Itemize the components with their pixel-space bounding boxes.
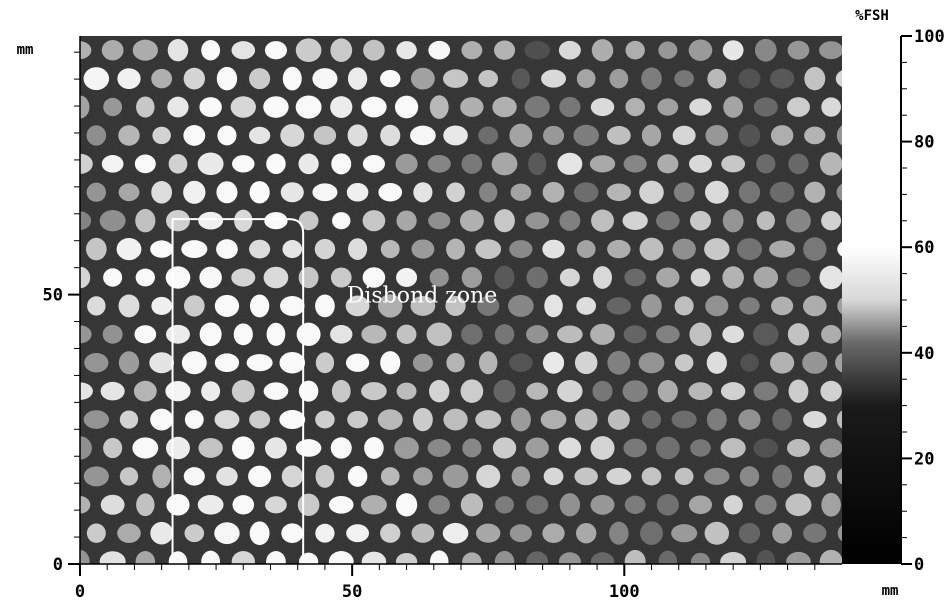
honeycomb-cell: [411, 579, 435, 601]
disbond-label: Disbond zone: [347, 284, 498, 309]
colorbar-label: %FSH: [855, 8, 889, 24]
honeycomb-cell: [215, 578, 239, 601]
honeycomb-cell: [512, 580, 531, 599]
honeycomb-cell: [707, 579, 727, 601]
scan-noise: [80, 36, 842, 564]
x-axis-unit: mm: [882, 583, 899, 599]
honeycomb-cell: [248, 580, 271, 601]
honeycomb-cell: [150, 579, 173, 600]
x-ticks: 0 50 100: [75, 564, 816, 601]
honeycomb-cell: [83, 580, 109, 600]
honeycomb-cell: [803, 581, 827, 600]
scan-image: Disbond zone: [80, 36, 858, 601]
y-ticks: 0 50: [43, 51, 80, 575]
y-axis-unit: mm: [17, 42, 34, 58]
colorbar-tick-label: 100: [914, 27, 945, 47]
honeycomb-cell: [574, 581, 598, 600]
honeycomb-cell: [675, 578, 694, 601]
honeycomb-cell: [543, 579, 564, 600]
honeycomb-cell: [280, 579, 304, 600]
honeycomb-cell: [313, 579, 337, 601]
honeycomb-cell: [118, 581, 140, 599]
honeycomb-cell: [477, 579, 499, 601]
honeycomb-cell: [639, 578, 663, 601]
disbond-outline: [171, 218, 305, 564]
colorbar-tick-label: 40: [914, 344, 934, 364]
colorbar-tick-label: 0: [914, 555, 924, 575]
x-tick-label: 0: [75, 582, 85, 601]
honeycomb-cell: [838, 581, 858, 599]
colorbar-ticks: 0 20 40 60 80 100: [901, 27, 945, 575]
honeycomb-cell: [182, 580, 207, 600]
y-tick-label: 0: [53, 555, 63, 575]
colorbar-tick-label: 60: [914, 238, 934, 258]
honeycomb-cell: [738, 581, 761, 598]
x-tick-label: 50: [342, 582, 362, 601]
colorbar-tick-label: 80: [914, 133, 934, 153]
colorbar-gradient: [842, 36, 901, 564]
colorbar: %FSH 0 20 40 60 80 100: [842, 8, 945, 575]
axes: 0 50 100 0 50 mm mm: [17, 36, 899, 601]
honeycomb-cell: [446, 579, 466, 601]
colorbar-tick-label: 20: [914, 449, 934, 469]
honeycomb-cell: [771, 581, 794, 598]
x-tick-label: 100: [609, 582, 640, 601]
honeycomb-cell: [378, 580, 403, 600]
y-tick-label: 50: [43, 286, 63, 306]
